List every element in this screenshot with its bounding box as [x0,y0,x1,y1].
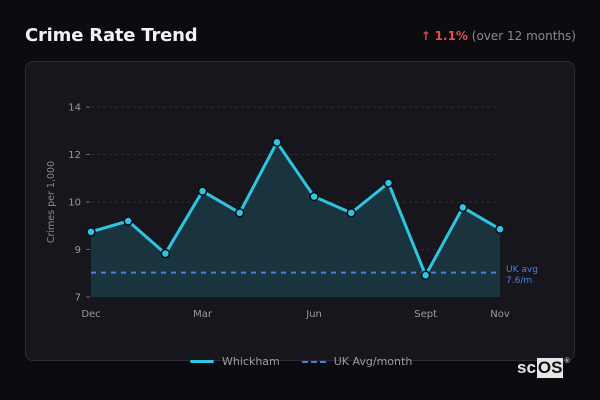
dashed-line-icon [301,360,326,363]
logo-boxed: OS [536,358,564,378]
x-tick-label: Mar [193,309,213,320]
trend-change: ↑ 1.1% (over 12 months) [421,29,576,43]
data-point[interactable] [383,178,394,188]
legend-item-uk-avg[interactable]: UK Avg/month [301,355,413,368]
scos-logo: sc OS ® [517,358,570,378]
series-line [90,140,501,277]
data-point[interactable] [346,208,357,218]
y-tick-label: 14 [68,103,81,114]
x-tick-label: Dec [81,309,100,320]
data-points [86,137,505,281]
legend-label: UK Avg/month [333,355,413,368]
y-tick-label: 10 [68,198,81,209]
data-point[interactable] [123,216,133,226]
x-tick-label: Jun [305,309,322,320]
registered-icon: ® [564,358,570,365]
solid-line-icon [190,360,214,363]
data-point[interactable] [160,248,171,259]
data-point[interactable] [495,224,505,234]
data-point[interactable] [197,186,208,196]
y-tick-label: 7 [75,293,81,304]
data-point[interactable] [309,191,319,202]
legend-label: Whickham [222,355,280,368]
x-tick-label: Nov [490,309,510,320]
arrow-up-icon: ↑ [420,29,431,43]
y-tick-label: 9 [75,245,81,256]
data-point[interactable] [420,270,431,281]
series-area [91,142,500,297]
y-axis: 14 12 10 9 7 [68,103,90,304]
change-period: (over 12 months) [471,29,576,43]
data-point[interactable] [272,137,282,148]
data-point[interactable] [234,208,245,218]
y-tick-label: 12 [68,150,81,161]
change-value: 1.1% [434,29,468,43]
x-axis: Dec Mar Jun Sept Nov [81,309,510,320]
logo-prefix: sc [517,358,536,377]
uk-avg-annotation-line1: UK avg [506,265,538,275]
legend: Whickham UK Avg/month [190,355,412,368]
legend-item-whickham[interactable]: Whickham [190,355,280,368]
uk-avg-annotation-line2: 7.6/m [506,276,532,286]
data-point[interactable] [86,227,96,237]
page-title: Crime Rate Trend [25,25,198,46]
y-axis-title: Crimes per 1,000 [46,161,57,243]
x-tick-label: Sept [414,309,437,320]
data-point[interactable] [458,202,468,213]
